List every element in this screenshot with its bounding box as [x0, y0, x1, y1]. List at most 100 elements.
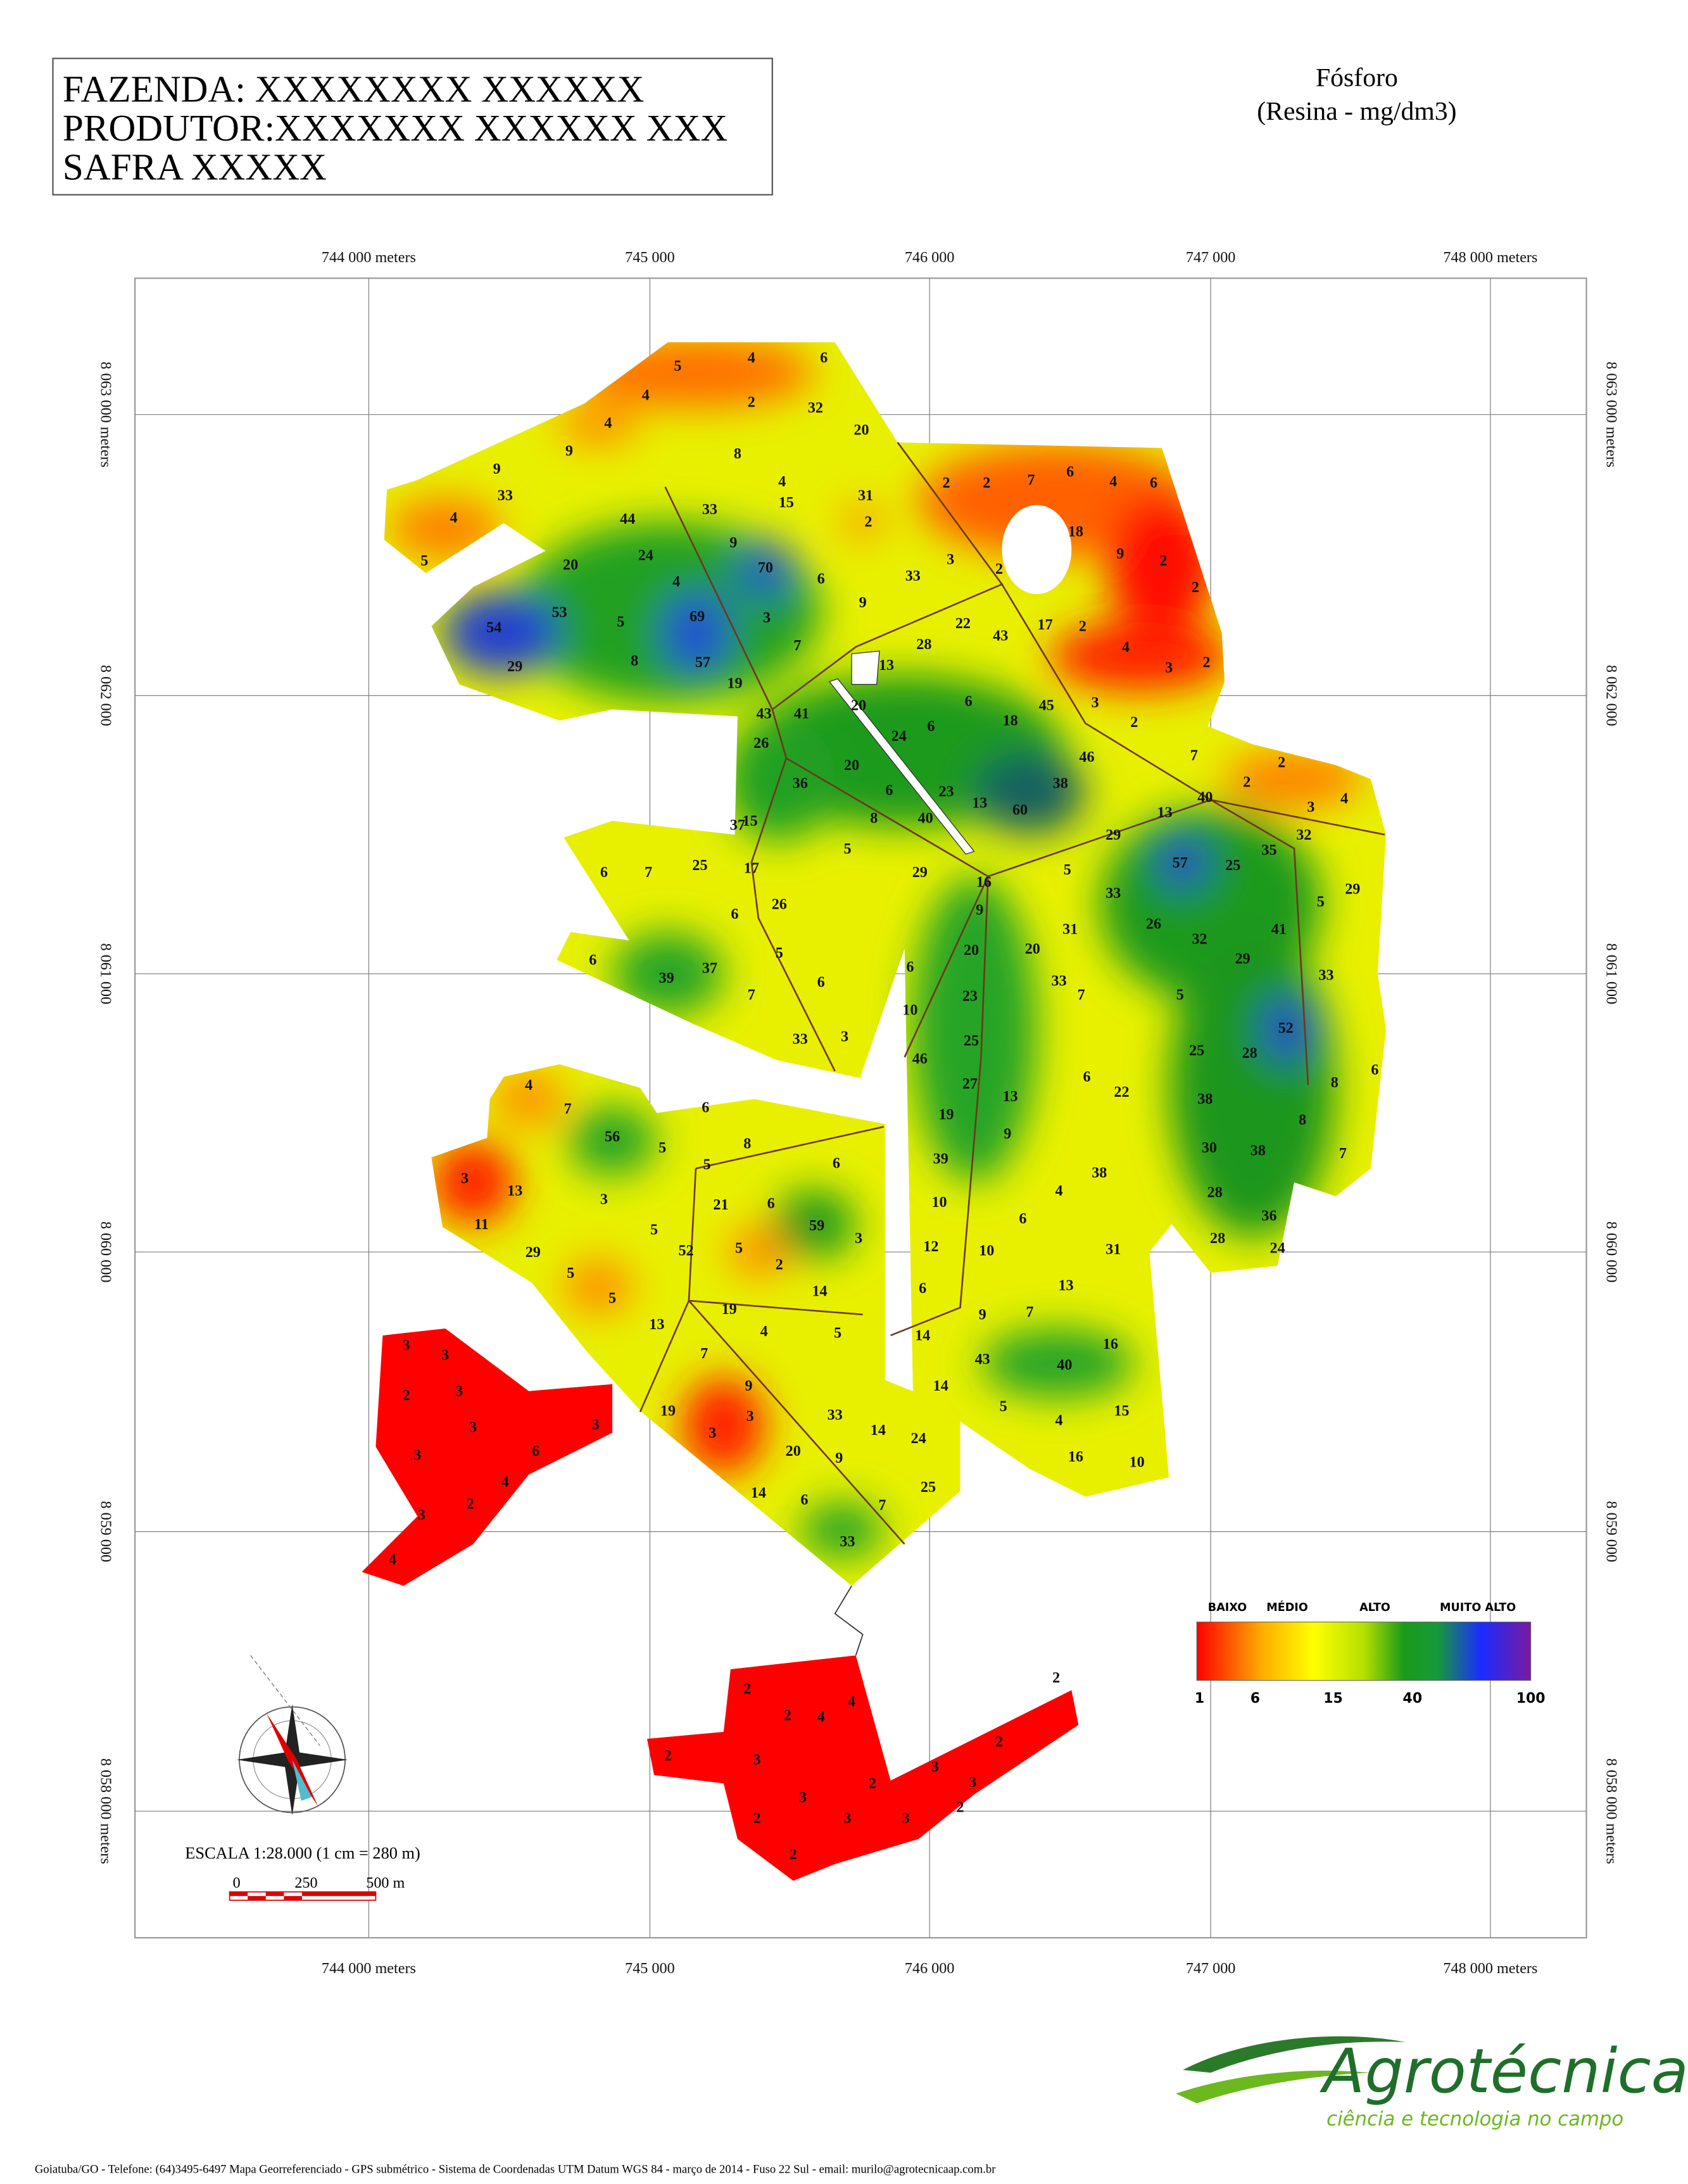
sample-value: 19 — [722, 1301, 737, 1318]
sample-value: 6 — [906, 959, 914, 976]
sample-value: 52 — [1278, 1019, 1294, 1037]
sample-value: 4 — [1109, 473, 1117, 490]
grid-label-bottom: 748 000 meters — [1443, 1960, 1537, 1977]
sample-value: 6 — [1371, 1061, 1378, 1078]
sample-value: 37 — [730, 816, 745, 833]
legend: BAIXO MÉDIO ALTO MUITO ALTO 1 6 15 40 100 — [1195, 1600, 1546, 1707]
sample-value: 3 — [799, 1789, 807, 1806]
sample-value: 6 — [1150, 474, 1157, 491]
sample-value: 9 — [745, 1377, 752, 1394]
sample-value: 4 — [1122, 638, 1130, 655]
sample-value: 6 — [885, 782, 893, 799]
sample-value: 33 — [905, 567, 921, 584]
sample-value: 2 — [956, 1798, 964, 1815]
sample-value: 2 — [753, 1810, 761, 1827]
sample-value: 22 — [955, 615, 971, 632]
grid-label-left: 8 058 000 meters — [97, 1758, 114, 1864]
sample-value: 3 — [600, 1190, 608, 1208]
sample-value: 2 — [1278, 754, 1285, 771]
sample-value: 25 — [692, 857, 707, 874]
sample-value: 28 — [916, 636, 931, 653]
grid-label-top: 747 000 — [1186, 249, 1236, 266]
sample-value: 31 — [1105, 1240, 1121, 1258]
sample-value: 2 — [776, 1256, 783, 1273]
grid-label-top: 746 000 — [905, 249, 955, 266]
logo-tagline: ciência e tecnologia no campo — [1326, 2108, 1623, 2131]
sample-value: 2 — [864, 514, 872, 531]
legend-tick: 6 — [1250, 1691, 1260, 1707]
header-line: PRODUTOR:XXXXXXX XXXXXX XXX — [63, 107, 727, 149]
sample-value: 70 — [758, 559, 773, 576]
sample-value: 5 — [843, 840, 851, 857]
grid-label-bottom: 745 000 — [625, 1960, 675, 1977]
sample-value: 6 — [817, 571, 825, 588]
sample-value: 39 — [659, 969, 674, 987]
logo: Agrotécnica ciência e tecnologia no camp… — [1176, 2035, 1688, 2131]
scale-label: 0 — [233, 1874, 241, 1891]
sample-value: 30 — [1202, 1139, 1217, 1156]
sample-value: 29 — [912, 864, 928, 881]
sample-value: 9 — [729, 534, 737, 552]
sample-value: 5 — [617, 614, 624, 631]
sample-value: 13 — [649, 1316, 664, 1333]
sample-value: 4 — [642, 387, 650, 404]
sample-value: 69 — [690, 608, 705, 625]
grid-label-right: 8 061 000 — [1603, 943, 1620, 1004]
sample-value: 33 — [702, 501, 717, 518]
sample-value: 3 — [931, 1758, 939, 1776]
sample-value: 5 — [1064, 861, 1071, 878]
sample-value: 57 — [1173, 854, 1188, 871]
sample-value: 5 — [735, 1239, 743, 1256]
sample-value: 26 — [753, 735, 769, 752]
scale-label: 500 m — [366, 1874, 405, 1891]
sample-value: 5 — [608, 1289, 616, 1306]
sample-value: 25 — [1189, 1042, 1204, 1059]
sample-value: 3 — [763, 609, 771, 626]
sample-value: 33 — [1105, 885, 1121, 902]
sample-value: 3 — [469, 1419, 477, 1436]
legend-tick: 1 — [1195, 1691, 1204, 1707]
map-frame — [134, 277, 1587, 1939]
sample-value: 33 — [1051, 973, 1066, 990]
sample-value: 19 — [660, 1402, 676, 1419]
sample-value: 14 — [812, 1282, 827, 1299]
sample-value: 33 — [828, 1406, 843, 1423]
sample-value: 5 — [703, 1156, 710, 1173]
grid-label-bottom: 746 000 — [905, 1960, 955, 1977]
sample-value: 9 — [1004, 1125, 1011, 1142]
sample-value: 5 — [674, 358, 681, 375]
sample-value: 25 — [1225, 857, 1240, 874]
sample-value: 7 — [700, 1345, 708, 1362]
grid-label-bottom: 744 000 meters — [322, 1960, 416, 1977]
sample-value: 18 — [1068, 523, 1083, 540]
sample-value: 4 — [817, 1708, 825, 1726]
sample-value: 32 — [1296, 826, 1311, 843]
sample-value: 4 — [1340, 790, 1348, 807]
sample-value: 33 — [1318, 967, 1333, 984]
sample-value: 38 — [1197, 1090, 1212, 1108]
legend-class: ALTO — [1359, 1601, 1390, 1614]
sample-value: 6 — [767, 1195, 775, 1212]
sample-value: 2 — [1243, 773, 1250, 790]
sample-value: 8 — [870, 809, 878, 826]
sample-value: 3 — [441, 1346, 449, 1363]
sample-value: 16 — [1103, 1335, 1118, 1353]
sample-value: 24 — [891, 728, 907, 745]
sample-value: 3 — [841, 1028, 848, 1045]
sample-value: 6 — [833, 1154, 840, 1171]
sample-value: 2 — [869, 1775, 876, 1792]
grid-label-left: 8 059 000 — [97, 1501, 114, 1562]
map-subtitle: (Resina - mg/dm3) — [1257, 97, 1456, 126]
grid-label-right: 8 059 000 — [1603, 1501, 1620, 1562]
sample-value: 24 — [911, 1430, 926, 1447]
sample-value: 36 — [1261, 1208, 1276, 1225]
sample-value: 16 — [976, 874, 992, 891]
sample-value: 9 — [1116, 545, 1124, 562]
sample-value: 6 — [731, 906, 738, 923]
sample-value: 2 — [943, 474, 950, 491]
sample-value: 3 — [969, 1774, 976, 1791]
sample-value: 10 — [902, 1002, 917, 1019]
grid-label-top: 748 000 meters — [1443, 249, 1537, 266]
sample-value: 41 — [794, 705, 809, 723]
field-south-west — [362, 1328, 613, 1586]
